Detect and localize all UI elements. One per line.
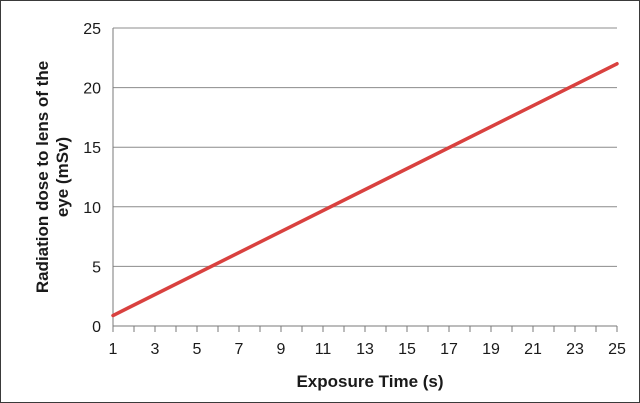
y-tick-label: 0 xyxy=(92,319,101,336)
y-axis-title: Radiation dose to lens of the eye (mSv) xyxy=(33,61,72,293)
x-tick-labels: 1 3 5 7 9 11 13 15 17 19 21 23 25 xyxy=(109,341,626,358)
y-tick-label: 15 xyxy=(83,140,101,157)
series-line xyxy=(111,62,619,318)
x-tick-marks xyxy=(112,326,618,332)
series-layer xyxy=(111,62,619,318)
x-tick-label: 5 xyxy=(193,341,202,358)
axes xyxy=(112,28,617,327)
x-tick-label: 11 xyxy=(315,341,332,358)
x-axis-title: Exposure Time (s) xyxy=(296,372,443,391)
x-tick-label: 21 xyxy=(524,341,542,358)
x-tick-label: 13 xyxy=(356,341,374,358)
y-tick-label: 10 xyxy=(83,200,101,217)
x-tick-label: 17 xyxy=(440,341,458,358)
x-tick-label: 25 xyxy=(608,341,626,358)
y-tick-label: 25 xyxy=(83,21,101,38)
y-gridlines xyxy=(113,27,617,267)
y-axis-title-line: Radiation dose to lens of the xyxy=(33,61,52,293)
x-tick-label: 1 xyxy=(109,341,118,358)
x-tick-label: 19 xyxy=(482,341,500,358)
x-tick-label: 3 xyxy=(151,341,160,358)
y-tick-labels: 0 5 10 15 20 25 xyxy=(83,21,101,336)
y-axis-title-line: eye (mSv) xyxy=(53,137,72,217)
x-tick-label: 23 xyxy=(566,341,584,358)
x-tick-label: 9 xyxy=(277,341,286,358)
x-tick-label: 7 xyxy=(235,341,244,358)
y-tick-label: 5 xyxy=(92,259,101,276)
x-tick-label: 15 xyxy=(398,341,416,358)
y-tick-label: 20 xyxy=(83,81,101,98)
